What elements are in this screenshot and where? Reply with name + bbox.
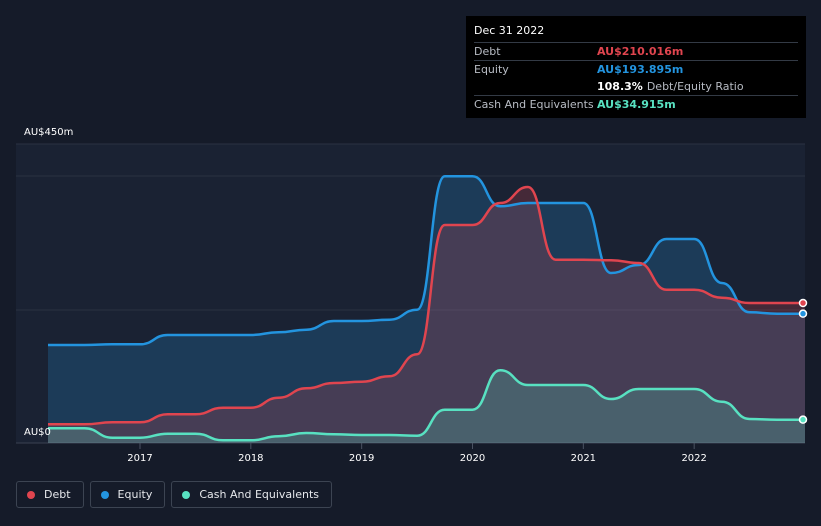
data-tooltip: Dec 31 2022 Debt AU$210.016m Equity AU$1… [466,16,806,118]
debt-line [48,185,805,426]
x-axis-ticks: 2017 2018 2019 2020 2021 2022 [127,443,707,464]
chart-legend: Debt Equity Cash And Equivalents [16,481,332,510]
equity-endpoint-marker[interactable] [798,309,808,318]
legend-debt-toggle[interactable]: Debt [16,481,84,508]
equity-line [47,175,805,347]
tooltip-cash-row: Cash And Equivalents AU$34.915m [474,95,798,113]
legend-equity-label: Equity [117,488,153,501]
debt-endpoint-marker[interactable] [798,298,808,308]
tooltip-debt-row: Debt AU$210.016m [474,42,798,60]
tooltip-debt-value: AU$210.016m [597,45,684,58]
tooltip-ratio-spacer [474,78,597,95]
legend-equity-dot-icon [100,490,109,499]
equity-area [48,176,805,444]
tooltip-cash-value: AU$34.915m [597,98,676,111]
tooltip-equity-row: Equity AU$193.895m [474,60,798,78]
tooltip-date: Dec 31 2022 [474,24,545,37]
legend-cash-toggle[interactable]: Cash And Equivalents [171,481,332,508]
x-tick-label: 2020 [460,453,485,464]
x-tick-label: 2017 [127,453,152,464]
tooltip-cash-label: Cash And Equivalents [474,98,594,111]
cash-area [48,370,805,443]
x-tick-label: 2022 [681,453,706,464]
y-axis-bottom-label: AU$0 [24,427,51,438]
x-tick-label: 2021 [571,453,596,464]
legend-cash-label: Cash And Equivalents [199,488,319,501]
legend-equity-toggle[interactable]: Equity [89,481,166,508]
tooltip-equity-label: Equity [474,63,509,76]
tooltip-debt-label: Debt [474,45,501,58]
cash-line [48,369,805,442]
tooltip-equity-value: AU$193.895m [597,63,684,76]
x-tick-label: 2019 [349,453,374,464]
series-layer [47,175,808,444]
legend-debt-dot-icon [27,490,35,499]
legend-debt-label: Debt [44,488,71,501]
y-axis-top-label: AU$450m [24,127,73,138]
tooltip-ratio-value: 108.3% [597,80,643,93]
legend-cash-dot-icon [182,490,191,499]
x-tick-label: 2018 [238,453,263,464]
tooltip-ratio-label: Debt/Equity Ratio [646,80,744,93]
debt-equity-chart: 2017 2018 2019 2020 2021 2022 AU$450m AU$0 [16,127,808,464]
cash-endpoint-marker[interactable] [798,415,808,424]
debt-area [48,187,805,443]
plot-background [16,144,805,443]
tooltip-ratio-row: 108.3% Debt/Equity Ratio [474,78,798,95]
